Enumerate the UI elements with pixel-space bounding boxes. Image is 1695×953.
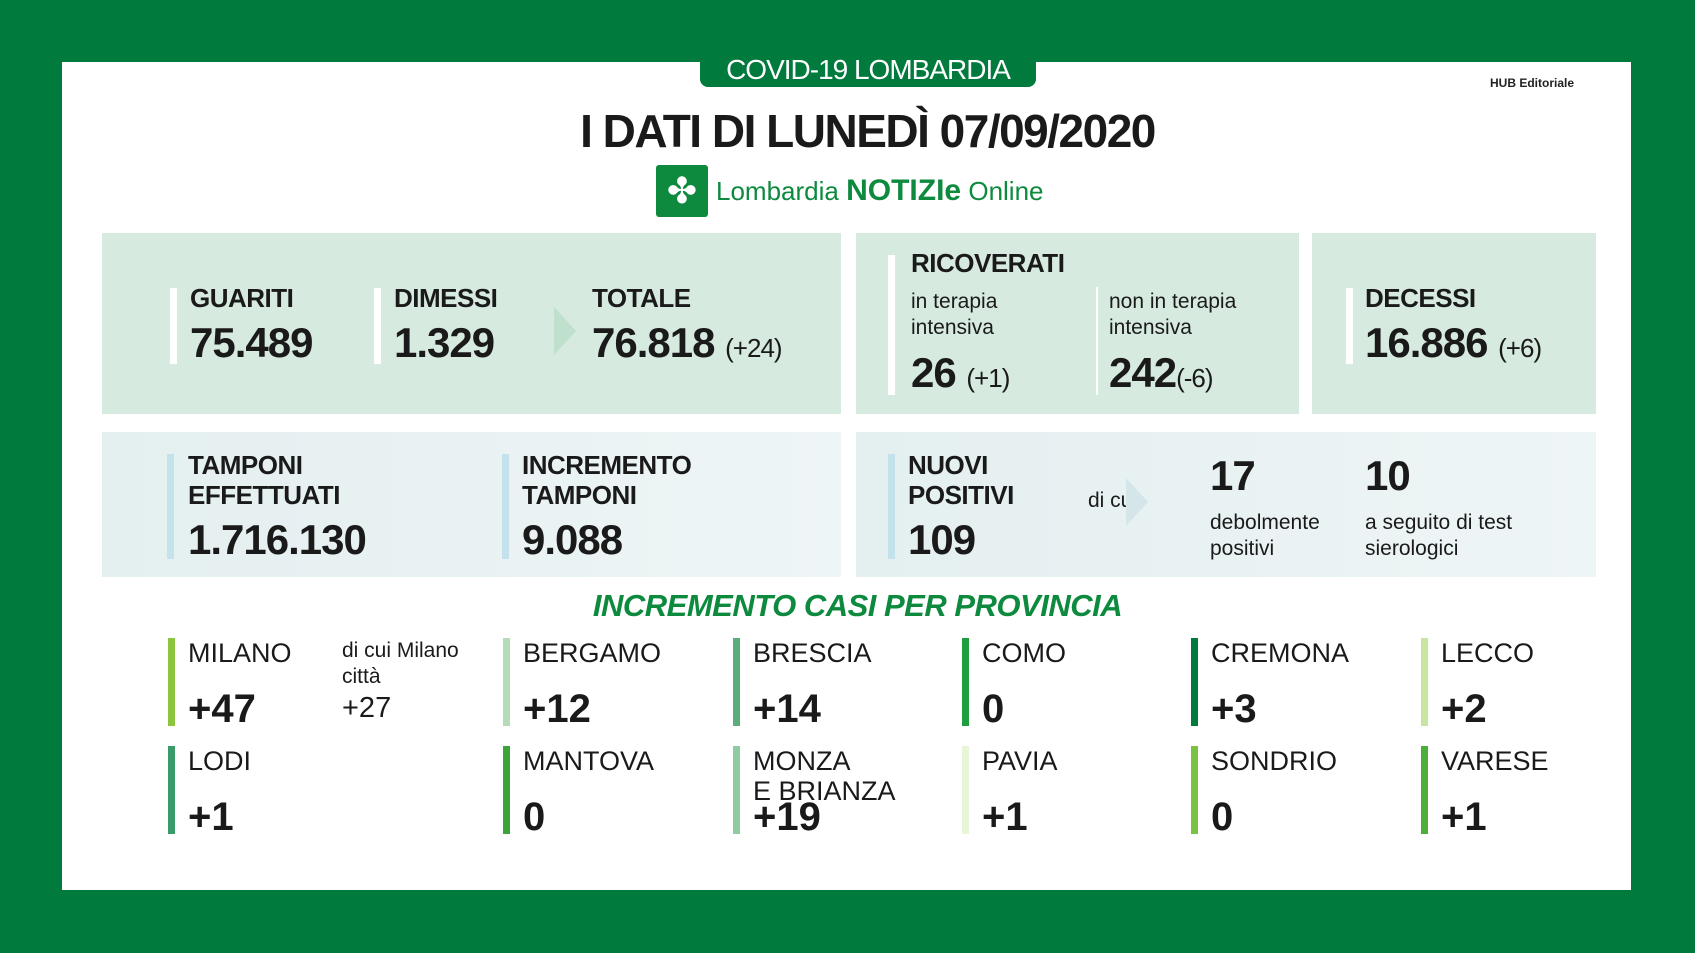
province-value: +2 (1441, 687, 1487, 731)
province-name: LECCO (1441, 638, 1535, 668)
province-name: MILANO (188, 638, 292, 668)
incremento-label: INCREMENTO TAMPONI (522, 450, 692, 510)
logo-brand: NOTIZIe (846, 173, 962, 207)
province-bar (1421, 638, 1428, 726)
province-lodi: LODI +1 (168, 746, 388, 839)
ti-value: 26 (911, 349, 957, 396)
province-milano: MILANO +47 (168, 638, 388, 731)
province-name: CREMONA (1211, 638, 1350, 668)
guariti-label: GUARITI (190, 283, 294, 313)
logo-suffix: Online (968, 175, 1044, 206)
province-bergamo: BERGAMO +12 (503, 638, 723, 731)
province-bar (503, 746, 510, 834)
nti-label: non in terapia intensiva (1109, 290, 1237, 339)
province-value: +14 (753, 687, 821, 731)
ti-delta: (+1) (966, 363, 1010, 393)
province-bar (1421, 746, 1428, 834)
province-name: VARESE (1441, 746, 1549, 776)
nuovi-label: NUOVI POSITIVI (908, 450, 1014, 510)
logo: ✤ Lombardia NOTIZIe Online (656, 164, 1044, 217)
province-bar (1191, 746, 1198, 834)
hospitalized-card: RICOVERATI in terapia intensiva 26 (+1) … (856, 233, 1299, 414)
decessi-value: 16.886 (1365, 319, 1488, 366)
province-value: +3 (1211, 687, 1257, 731)
recovered-card: GUARITI 75.489 DIMESSI 1.329 TOTALE 76.8… (102, 233, 841, 414)
provinces-heading: INCREMENTO CASI PER PROVINCIA (592, 588, 1123, 623)
sier-label: a seguito di test sierologici (1365, 511, 1513, 560)
province-mantova: MANTOVA 0 (503, 746, 723, 839)
swabs-card: TAMPONI EFFETTUATI 1.716.130 INCREMENTO … (102, 432, 841, 577)
totale-delta: (+24) (725, 333, 782, 363)
province-monza: MONZA E BRIANZA +19 (733, 746, 953, 839)
province-lecco: LECCO +2 (1421, 638, 1641, 731)
ricoverati-label: RICOVERATI (911, 248, 1065, 278)
guariti-value: 75.489 (190, 319, 313, 366)
new-positives-card: NUOVI POSITIVI 109 di cui 17 debolmente … (856, 432, 1596, 577)
milano-city-note: di cui Milano città (342, 639, 459, 688)
nuovi-value: 109 (908, 516, 976, 563)
province-value: 0 (523, 795, 546, 839)
province-value: +19 (753, 795, 821, 839)
tamponi-value: 1.716.130 (188, 516, 367, 563)
decessi-delta: (+6) (1498, 333, 1542, 363)
province-value: 0 (982, 687, 1005, 731)
region-tab: COVID-19 LOMBARDIA (700, 54, 1036, 87)
milano-city-value: +27 (342, 692, 392, 724)
province-name: COMO (982, 638, 1066, 668)
deb-value: 17 (1210, 452, 1256, 499)
province-bar (1191, 638, 1198, 726)
province-sondrio: SONDRIO 0 (1191, 746, 1411, 839)
province-name: BRESCIA (753, 638, 872, 668)
arrow-right-icon (1126, 478, 1148, 526)
province-value: +1 (982, 795, 1028, 839)
nti-value: 242 (1109, 349, 1177, 396)
dicui-label: di cui (1088, 489, 1138, 512)
deaths-card: DECESSI 16.886 (+6) (1312, 233, 1596, 414)
province-varese: VARESE +1 (1421, 746, 1641, 839)
province-como: COMO 0 (962, 638, 1182, 731)
province-bar (962, 638, 969, 726)
province-name: BERGAMO (523, 638, 662, 668)
province-bar (733, 638, 740, 726)
province-brescia: BRESCIA +14 (733, 638, 953, 731)
province-name: LODI (188, 746, 252, 776)
nti-delta: (-6) (1176, 363, 1213, 393)
province-bar (168, 746, 175, 834)
totale-label: TOTALE (592, 283, 691, 313)
province-cremona: CREMONA +3 (1191, 638, 1411, 731)
dimessi-value: 1.329 (394, 319, 495, 366)
province-bar (503, 638, 510, 726)
province-pavia: PAVIA +1 (962, 746, 1182, 839)
province-name: SONDRIO (1211, 746, 1338, 776)
province-value: +12 (523, 687, 591, 731)
province-name: MONZA E BRIANZA (753, 746, 896, 806)
province-bar (733, 746, 740, 834)
province-bar (962, 746, 969, 834)
province-value: +1 (188, 795, 234, 839)
logo-prefix: Lombardia (716, 175, 839, 206)
tamponi-label: TAMPONI EFFETTUATI (188, 450, 340, 510)
sier-value: 10 (1365, 452, 1411, 499)
deb-label: debolmente positivi (1210, 511, 1320, 560)
dimessi-label: DIMESSI (394, 283, 498, 313)
page-title: I DATI DI LUNEDÌ 07/09/2020 (580, 105, 1156, 157)
province-value: 0 (1211, 795, 1234, 839)
ti-label: in terapia intensiva (911, 290, 998, 339)
arrow-right-icon (554, 307, 576, 355)
province-name: MANTOVA (523, 746, 655, 776)
province-value: +1 (1441, 795, 1487, 839)
province-value: +47 (188, 687, 256, 731)
decessi-label: DECESSI (1365, 283, 1476, 313)
province-name: PAVIA (982, 746, 1058, 776)
publisher-label: HUB Editoriale (1490, 76, 1575, 90)
province-bar (168, 638, 175, 726)
lombardia-rose-icon: ✤ (656, 164, 708, 217)
incremento-value: 9.088 (522, 516, 623, 563)
totale-value: 76.818 (592, 319, 715, 366)
